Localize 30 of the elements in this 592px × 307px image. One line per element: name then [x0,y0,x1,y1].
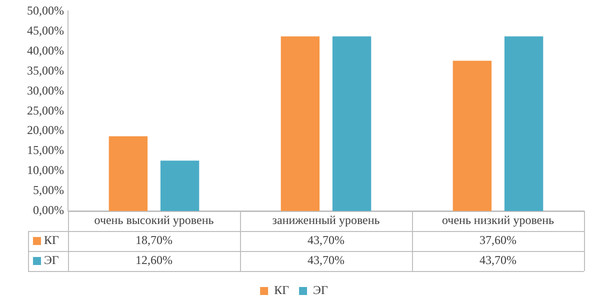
data-label: 37,60% [480,233,516,248]
data-label: 12,60% [136,253,172,268]
data-label: 43,70% [480,253,516,268]
y-tick-label: 45,00% [27,23,64,38]
bar [504,36,544,211]
y-tick-label: 25,00% [27,103,64,118]
data-label: 43,70% [308,233,344,248]
y-tick-label: 5,00% [33,183,64,198]
y-tick-label: 35,00% [27,63,64,78]
data-label: 18,70% [136,233,172,248]
bar [452,60,492,211]
text: ЭГ [44,253,59,268]
x-tick-label: заниженный уровень [272,213,380,228]
bar [108,136,148,211]
bar [332,36,372,211]
x-tick-label: очень высокий уровень [94,213,214,228]
legend-label: КГ [44,233,60,248]
y-tick-label: 0,00% [33,203,64,218]
y-tick-label: 40,00% [27,43,64,58]
y-tick-label: 50,00% [27,3,64,18]
legend-label: ЭГ [313,283,328,298]
y-tick-label: 20,00% [27,123,64,138]
bar [160,160,200,211]
x-tick-label: очень низкий уровень [442,213,555,228]
bar [280,36,320,211]
y-tick-label: 10,00% [27,163,64,178]
y-tick-label: 15,00% [27,143,64,158]
data-label: 43,70% [308,253,344,268]
text: КГ [274,283,290,298]
y-tick-label: 30,00% [27,83,64,98]
